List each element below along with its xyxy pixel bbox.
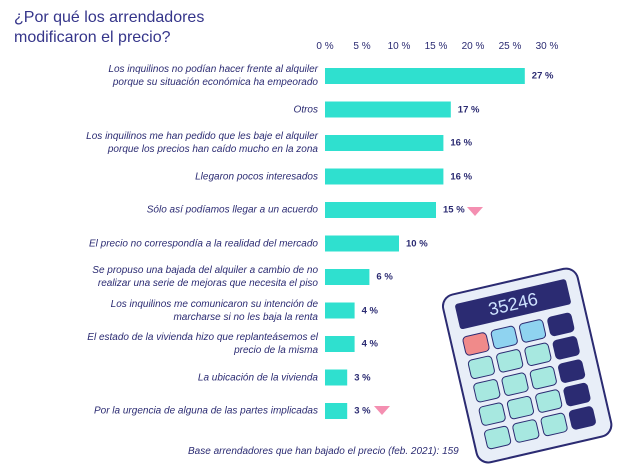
category-label: Los inquilinos me han pedido que les baj… [86,131,318,155]
calculator-key [506,395,535,420]
value-label: 6 % [376,271,393,283]
value-label: 3 % [354,372,371,383]
bar [325,369,348,386]
value-label: 15 % [443,204,465,216]
bar [325,336,355,352]
bar [325,302,355,319]
value-label: 4 % [361,338,378,350]
category-label: Por la urgencia de alguna de las partes … [93,405,318,417]
calculator-key [558,359,586,383]
category-label: La ubicación de la vivienda [197,372,318,383]
x-tick-label: 25 % [498,41,522,52]
x-tick-label: 30 % [535,41,559,52]
value-label: 16 % [450,171,473,182]
category-label: Sólo así podíamos llegar a un acuerdo [146,204,318,216]
value-label: 16 % [450,137,473,149]
x-tick-label: 5 % [353,41,371,52]
calculator-key [568,406,596,430]
category-label: Los inquilinos no podían hacer frente al… [108,64,318,88]
calculator-key [524,342,552,366]
category-label: Se propuso una bajada del alquiler a cam… [92,265,318,289]
bar [325,68,525,84]
bar [325,235,399,252]
chart-title: ¿Por qué los arrendadores modificaron el… [14,9,205,46]
calculator-key [462,332,490,356]
calculator-key [484,425,512,450]
calculator: 35246 [441,267,613,464]
marker [467,207,483,216]
bar [325,403,348,419]
footnote: Base arrendadores que han bajado el prec… [188,446,459,457]
bar [325,202,436,218]
calculator-key [490,325,518,350]
value-label: 4 % [361,305,378,316]
bar [325,168,444,185]
category-label: El estado de la vivienda hizo que replan… [87,332,318,356]
bar [325,101,451,118]
calculator-key [478,402,506,426]
calculator-key [473,379,501,403]
calculator-key [535,389,563,413]
x-tick-label: 0 % [316,41,334,52]
value-label: 27 % [531,70,554,82]
bar [325,269,370,285]
category-label: Llegaron pocos interesados [195,171,318,182]
calculator-key [512,419,540,443]
calculator-key [467,355,495,380]
calculator-key [552,336,580,360]
category-label: Otros [293,104,318,115]
value-label: 3 % [354,405,371,417]
calculator-key [496,349,524,373]
x-tick-label: 15 % [424,41,448,52]
calculator-key [547,312,575,337]
calculator-key [501,372,529,396]
value-label: 17 % [457,104,480,115]
marker [374,406,390,415]
category-label: Los inquilinos me comunicaron su intenci… [110,298,318,323]
category-label: El precio no correspondía a la realidad … [88,238,318,249]
calculator-key [563,382,591,407]
calculator-key [540,412,568,437]
x-tick-label: 10 % [387,41,411,52]
calculator-key [518,319,547,343]
calculator-key [529,366,557,390]
x-tick-label: 20 % [461,41,485,52]
value-label: 10 % [406,238,428,249]
bar [325,135,444,151]
